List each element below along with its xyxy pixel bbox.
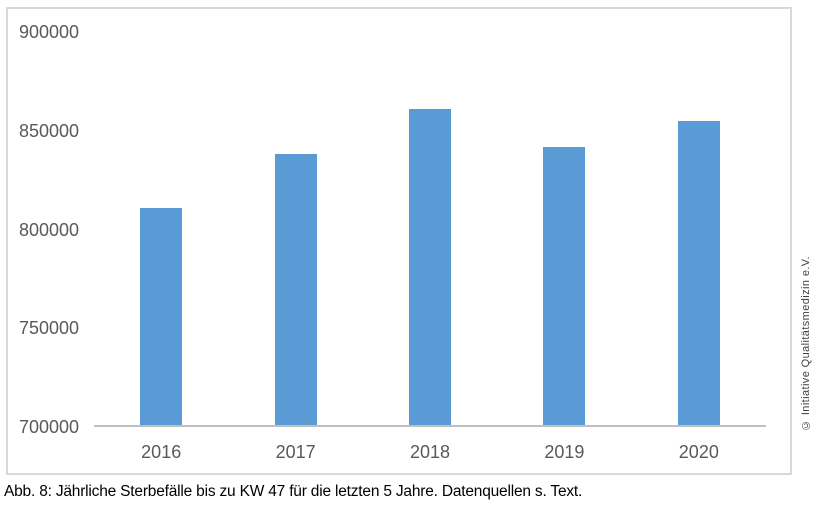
x-axis-labels: 2016 2017 2018 2019 2020 (94, 442, 766, 462)
bar-2019 (543, 146, 586, 427)
x-tick-label-2016: 2016 (141, 442, 182, 462)
y-tick-label-900000: 900000 (19, 22, 80, 42)
x-tick-label-2019: 2019 (544, 442, 585, 462)
x-tick-label-2018: 2018 (409, 442, 451, 462)
x-tick-label-2017: 2017 (275, 442, 316, 462)
chart-frame: 900000 850000 800000 750000 700000 2016 2017 2… (6, 7, 792, 475)
bar-slot-2018 (363, 9, 497, 427)
bar-slot-2017 (228, 9, 362, 427)
copyright-vertical-text: © Initiative Qualitätsmedizin e.V. (800, 256, 812, 431)
y-tick-label-750000: 750000 (19, 318, 80, 339)
bar-slot-2019 (497, 9, 631, 427)
bar-2020 (677, 120, 720, 427)
y-axis-labels: 900000 850000 800000 750000 700000 (19, 9, 89, 473)
bar-2017 (274, 154, 317, 427)
x-axis-line (94, 425, 766, 427)
bar-slot-2016 (94, 9, 228, 427)
bar-2018 (409, 109, 452, 427)
bar-slot-2020 (632, 9, 766, 427)
plot-area (94, 9, 766, 427)
y-tick-label-700000: 700000 (19, 417, 80, 437)
y-tick-label-850000: 850000 (19, 120, 80, 141)
x-tick-label-2020: 2020 (678, 442, 719, 462)
bar-2016 (140, 207, 183, 427)
y-tick-label-800000: 800000 (19, 219, 80, 240)
figure-caption: Abb. 8: Jährliche Sterbefälle bis zu KW … (4, 483, 583, 500)
